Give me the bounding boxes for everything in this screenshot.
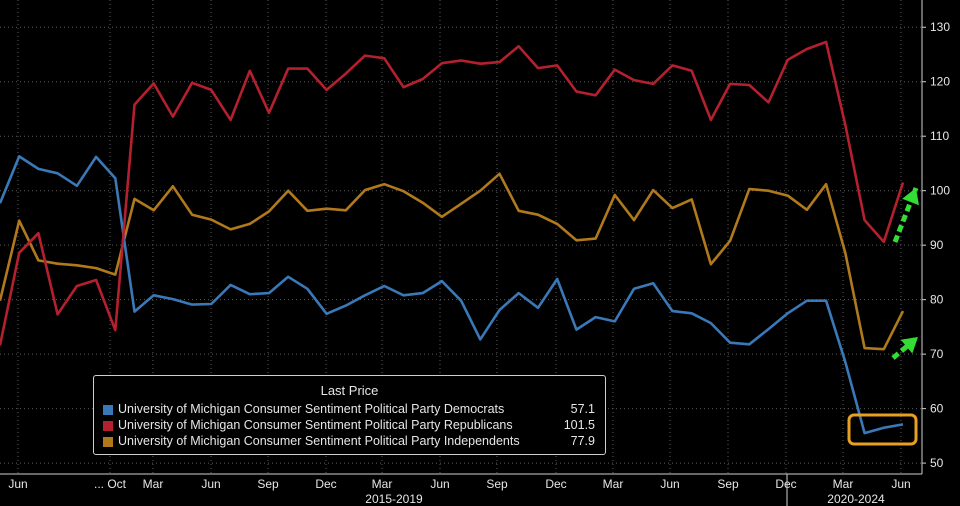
y-tick-label: 100 — [930, 184, 950, 198]
trend-arrow-head — [900, 337, 918, 354]
x-tick-label: Dec — [775, 477, 796, 491]
independents-line — [0, 172, 905, 351]
legend-entry-democrats: University of Michigan Consumer Sentimen… — [103, 402, 595, 418]
x-tick-label: Mar — [372, 477, 393, 491]
y-tick-label: 110 — [930, 129, 949, 143]
legend-title: Last Price — [320, 383, 379, 398]
y-tick-label: 50 — [930, 456, 944, 470]
y-tick-label: 90 — [930, 238, 944, 252]
data-series — [0, 40, 905, 435]
x-tick-label: Jun — [430, 477, 449, 491]
legend-label-republicans: University of Michigan Consumer Sentimen… — [118, 418, 513, 432]
legend-label-independents: University of Michigan Consumer Sentimen… — [118, 434, 520, 448]
legend-swatch-democrats — [103, 405, 113, 415]
x-tick-label: Jun — [660, 477, 679, 491]
x-tick-label: Mar — [143, 477, 164, 491]
y-tick-label: 80 — [930, 293, 944, 307]
x-period-label: 2020-2024 — [827, 492, 885, 506]
x-tick-label: Sep — [257, 477, 279, 491]
y-tick-label: 60 — [930, 402, 944, 416]
legend-swatch-independents — [103, 437, 113, 447]
x-tick-label: ... Oct — [94, 477, 127, 491]
legend-entry-independents: University of Michigan Consumer Sentimen… — [103, 434, 595, 450]
trend-arrow-head — [902, 188, 919, 206]
legend-entry-republicans: University of Michigan Consumer Sentimen… — [103, 418, 595, 434]
x-period-label: 2015-2019 — [365, 492, 423, 506]
legend-swatch-republicans — [103, 421, 113, 431]
x-tick-label: Sep — [717, 477, 739, 491]
x-tick-label: Dec — [315, 477, 336, 491]
y-tick-label: 70 — [930, 347, 944, 361]
legend-value-republicans: 101.5 — [563, 418, 595, 432]
x-tick-label: Mar — [833, 477, 854, 491]
x-tick-label: Jun — [201, 477, 220, 491]
legend-label-democrats: University of Michigan Consumer Sentimen… — [118, 402, 505, 416]
x-tick-label: Dec — [545, 477, 566, 491]
highlight-box — [847, 413, 918, 446]
y-tick-label: 130 — [930, 20, 950, 34]
x-tick-label: Sep — [486, 477, 508, 491]
legend-value-democrats: 57.1 — [570, 402, 595, 416]
x-tick-label: Jun — [8, 477, 27, 491]
republicans-line — [0, 40, 905, 346]
annotations — [847, 187, 920, 446]
y-tick-label: 120 — [930, 75, 950, 89]
legend: Last Price University of Michigan Consum… — [93, 375, 606, 455]
x-tick-label: Mar — [603, 477, 624, 491]
democrats-line — [0, 155, 904, 435]
x-tick-label: Jun — [891, 477, 910, 491]
legend-value-independents: 77.9 — [570, 434, 595, 448]
